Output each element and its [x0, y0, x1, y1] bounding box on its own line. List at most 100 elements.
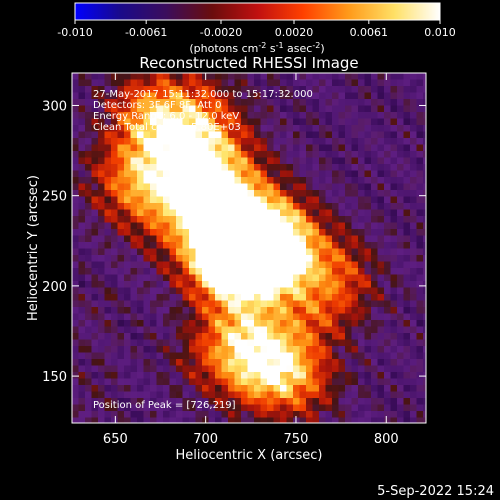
heatmap-cell	[351, 359, 359, 367]
heatmap-cell	[143, 294, 151, 302]
heatmap-cell	[78, 391, 86, 399]
heatmap-cell	[299, 138, 307, 146]
heatmap-cell	[247, 365, 255, 373]
heatmap-cell	[176, 255, 184, 263]
heatmap-cell	[410, 151, 418, 159]
heatmap-cell	[189, 216, 197, 224]
heatmap-cell	[91, 255, 99, 263]
heatmap-cell	[416, 235, 424, 243]
heatmap-cell	[130, 261, 138, 269]
heatmap-cell	[202, 333, 210, 341]
heatmap-cell	[267, 313, 275, 321]
heatmap-cell	[228, 216, 236, 224]
heatmap-cell	[228, 268, 236, 276]
heatmap-cell	[234, 222, 242, 230]
heatmap-cell	[299, 209, 307, 217]
heatmap-cell	[202, 365, 210, 373]
heatmap-cell	[104, 157, 112, 165]
heatmap-cell	[202, 216, 210, 224]
heatmap-cell	[338, 99, 346, 107]
heatmap-cell	[124, 105, 132, 113]
heatmap-cell	[403, 385, 411, 393]
heatmap-cell	[72, 339, 80, 347]
heatmap-cell	[397, 339, 405, 347]
heatmap-cell	[111, 365, 119, 373]
heatmap-cell	[208, 320, 216, 328]
heatmap-cell	[78, 242, 86, 250]
heatmap-cell	[423, 209, 426, 217]
heatmap-cell	[85, 235, 93, 243]
heatmap-cell	[182, 404, 190, 412]
y-tick-label: 250	[42, 190, 67, 205]
heatmap-cell	[143, 391, 151, 399]
heatmap-cell	[182, 300, 190, 308]
heatmap-cell	[384, 144, 392, 152]
heatmap-cell	[273, 170, 281, 178]
heatmap-cell	[98, 268, 106, 276]
heatmap-cell	[254, 190, 262, 198]
heatmap-cell	[156, 248, 164, 256]
heatmap-cell	[130, 229, 138, 237]
heatmap-cell	[306, 372, 314, 380]
heatmap-cell	[325, 385, 333, 393]
heatmap-cell	[156, 274, 164, 282]
heatmap-cell	[221, 125, 229, 133]
heatmap-cell	[390, 105, 398, 113]
heatmap-cell	[312, 372, 320, 380]
heatmap-cell	[351, 112, 359, 120]
heatmap-cell	[371, 235, 379, 243]
heatmap-cell	[189, 92, 197, 100]
heatmap-cell	[410, 352, 418, 360]
heatmap-cell	[416, 131, 424, 139]
heatmap-cell	[189, 404, 197, 412]
heatmap-cell	[273, 164, 281, 172]
heatmap-cell	[176, 274, 184, 282]
heatmap-cell	[403, 339, 411, 347]
heatmap-cell	[325, 164, 333, 172]
heatmap-cell	[228, 170, 236, 178]
heatmap-cell	[143, 320, 151, 328]
heatmap-cell	[241, 294, 249, 302]
heatmap-cell	[163, 346, 171, 354]
heatmap-cell	[189, 170, 197, 178]
heatmap-cell	[254, 131, 262, 139]
heatmap-cell	[312, 112, 320, 120]
heatmap-cell	[117, 196, 125, 204]
heatmap-cell	[189, 274, 197, 282]
heatmap-cell	[397, 307, 405, 315]
heatmap-cell	[104, 144, 112, 152]
heatmap-cell	[111, 307, 119, 315]
heatmap-cell	[416, 248, 424, 256]
heatmap-cell	[150, 92, 158, 100]
heatmap-cell	[384, 385, 392, 393]
heatmap-cell	[260, 112, 268, 120]
heatmap-cell	[319, 255, 327, 263]
heatmap-cell	[163, 372, 171, 380]
heatmap-cell	[104, 99, 112, 107]
heatmap-cell	[228, 144, 236, 152]
heatmap-cell	[384, 346, 392, 354]
heatmap-cell	[299, 326, 307, 334]
heatmap-cell	[306, 151, 314, 159]
heatmap-cell	[280, 229, 288, 237]
heatmap-cell	[189, 352, 197, 360]
heatmap-cell	[377, 170, 385, 178]
heatmap-cell	[286, 190, 294, 198]
heatmap-cell	[280, 294, 288, 302]
heatmap-cell	[202, 118, 210, 126]
heatmap-cell	[124, 73, 132, 81]
heatmap-cell	[117, 73, 125, 81]
heatmap-cell	[403, 411, 411, 419]
heatmap-cell	[351, 268, 359, 276]
heatmap-cell	[137, 274, 145, 282]
heatmap-cell	[423, 164, 426, 172]
heatmap-cell	[111, 398, 119, 406]
heatmap-cell	[143, 398, 151, 406]
heatmap-cell	[403, 352, 411, 360]
heatmap-cell	[338, 378, 346, 386]
heatmap-cell	[156, 164, 164, 172]
heatmap-cell	[299, 99, 307, 107]
heatmap-cell	[345, 346, 353, 354]
heatmap-cell	[403, 274, 411, 282]
heatmap-cell	[163, 164, 171, 172]
